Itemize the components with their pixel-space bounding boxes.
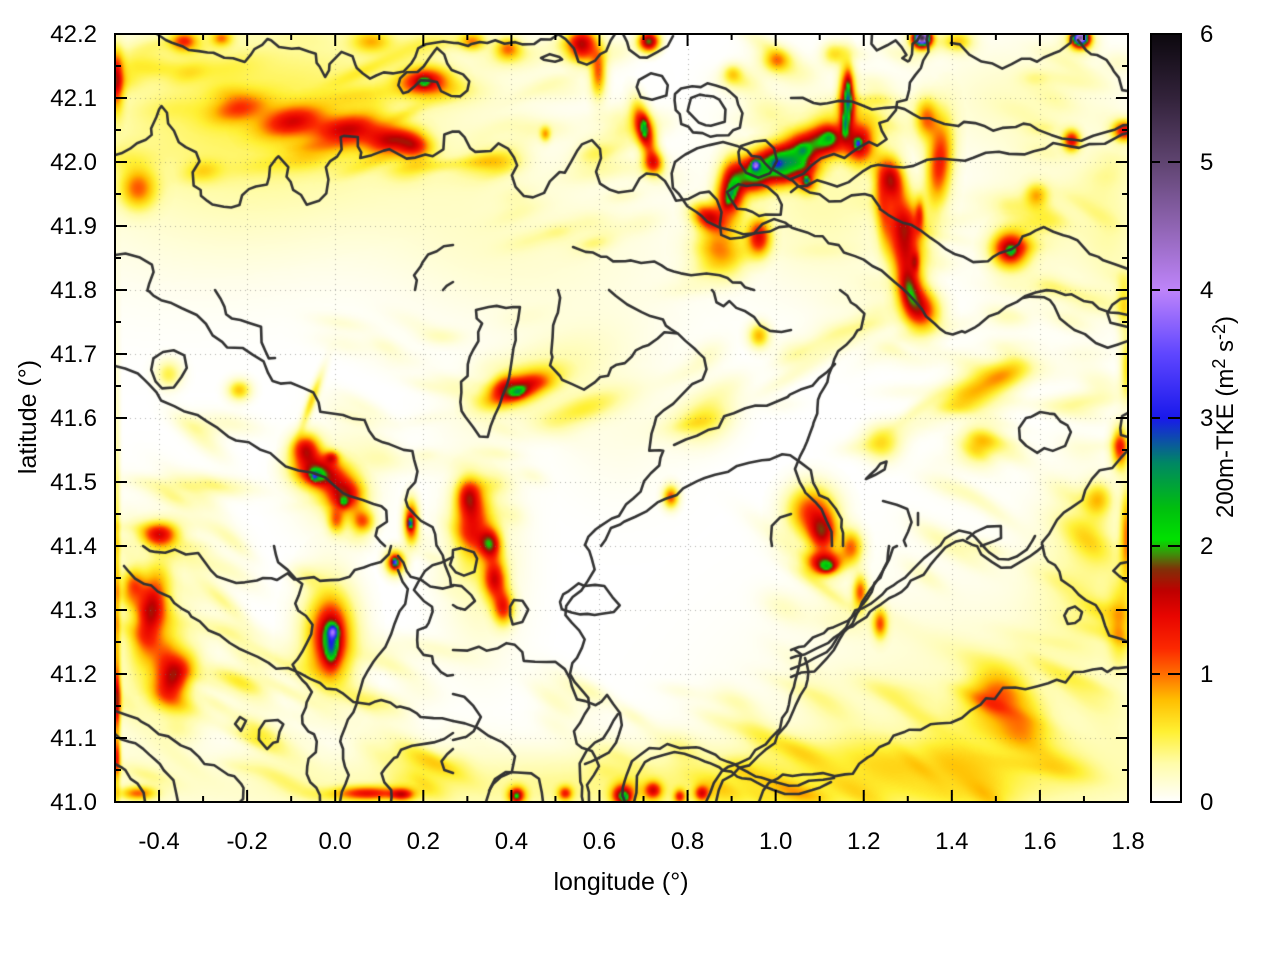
svg-text:200m-TKE (m2 s-2): 200m-TKE (m2 s-2) [1209,316,1239,518]
svg-text:41.4: 41.4 [50,533,97,560]
svg-text:latitude (°): latitude (°) [14,360,42,474]
svg-text:0: 0 [1200,789,1213,816]
svg-text:41.2: 41.2 [50,661,97,688]
svg-text:3: 3 [1200,405,1213,432]
svg-text:1.0: 1.0 [759,828,792,855]
svg-text:6: 6 [1200,21,1213,48]
svg-text:0.0: 0.0 [319,828,352,855]
svg-text:-0.2: -0.2 [226,828,267,855]
svg-text:0.4: 0.4 [495,828,528,855]
svg-text:1.2: 1.2 [847,828,880,855]
svg-text:41.7: 41.7 [50,341,97,368]
svg-text:41.6: 41.6 [50,405,97,432]
svg-text:5: 5 [1200,149,1213,176]
svg-text:1.6: 1.6 [1023,828,1056,855]
svg-text:41.3: 41.3 [50,597,97,624]
svg-text:0.6: 0.6 [583,828,616,855]
svg-text:41.8: 41.8 [50,277,97,304]
svg-text:1.4: 1.4 [935,828,968,855]
svg-text:41.0: 41.0 [50,789,97,816]
svg-text:longitude (°): longitude (°) [553,868,688,896]
svg-text:0.8: 0.8 [671,828,704,855]
svg-text:4: 4 [1200,277,1213,304]
svg-text:1.8: 1.8 [1111,828,1144,855]
svg-text:1: 1 [1200,661,1213,688]
svg-text:0.2: 0.2 [407,828,440,855]
svg-text:42.1: 42.1 [50,85,97,112]
svg-text:41.5: 41.5 [50,469,97,496]
svg-text:41.1: 41.1 [50,725,97,752]
svg-text:2: 2 [1200,533,1213,560]
svg-text:-0.4: -0.4 [138,828,179,855]
svg-text:41.9: 41.9 [50,213,97,240]
svg-text:42.0: 42.0 [50,149,97,176]
svg-text:42.2: 42.2 [50,21,97,48]
